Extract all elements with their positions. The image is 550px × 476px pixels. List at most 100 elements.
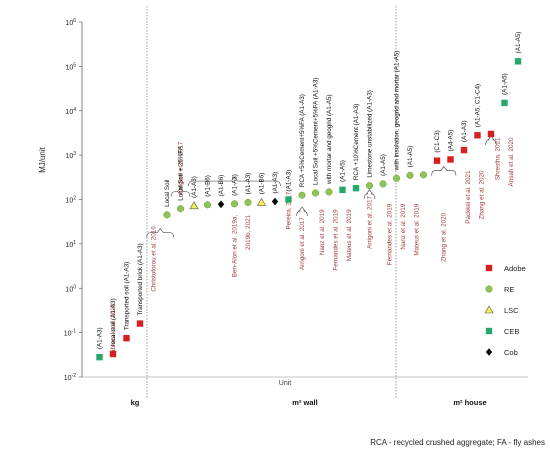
point-label: (A4-A5) bbox=[448, 130, 455, 152]
data-point-cob bbox=[217, 200, 225, 209]
point-label: Transported brick (A1-A3) bbox=[137, 243, 144, 315]
data-point-re bbox=[163, 211, 171, 219]
data-point-adobe bbox=[109, 350, 117, 358]
legend-marker-cob bbox=[485, 348, 493, 356]
point-label: (A1-A5) bbox=[502, 73, 509, 95]
reference-label: Nanz et al. 2019 bbox=[400, 203, 407, 249]
data-point-ceb bbox=[514, 58, 522, 65]
point-label: (A1-A3) bbox=[461, 120, 468, 142]
point-label: (A1-A5) bbox=[340, 160, 347, 182]
data-point-re bbox=[392, 174, 401, 182]
legend-marker-ceb bbox=[485, 327, 493, 335]
point-label: with mortar and geogrid (A1-A5) bbox=[326, 94, 333, 185]
y-tick-label: 10-1 bbox=[64, 329, 76, 338]
point-label: Local Soil bbox=[164, 180, 171, 207]
y-tick-label: 105 bbox=[65, 62, 76, 71]
bracket-arrigoni-2 bbox=[363, 189, 376, 199]
legend-marker-re bbox=[485, 285, 493, 293]
y-axis-title: MJ/unit bbox=[38, 146, 47, 173]
y-tick-label: 101 bbox=[65, 240, 76, 249]
data-point-ceb bbox=[285, 196, 292, 203]
data-point-re bbox=[379, 180, 387, 188]
y-tick-label: 102 bbox=[65, 196, 76, 205]
data-point-adobe bbox=[487, 130, 495, 138]
point-label: (A1-A5) bbox=[380, 154, 387, 176]
reference-label: Arrigoni et al. 2017 bbox=[299, 217, 306, 270]
reference-label: Arrigoni et al. 2017 bbox=[178, 141, 185, 194]
point-label: Local Soil +5%Cement+5%FA (A1-A3) bbox=[313, 78, 320, 185]
data-point-re bbox=[176, 205, 185, 213]
reference-label: 2019b, 2021 bbox=[245, 214, 252, 250]
point-label: (C1-C3) bbox=[434, 130, 441, 152]
data-point-adobe bbox=[447, 156, 454, 163]
reference-label: Zhang et al. 2020 bbox=[441, 212, 448, 262]
data-points bbox=[96, 58, 522, 361]
x-axis-title: Unit bbox=[279, 380, 292, 387]
data-point-re bbox=[298, 191, 306, 199]
reference-label: Mateus et al. 2019 bbox=[414, 203, 421, 255]
data-point-ceb bbox=[352, 184, 360, 192]
reference-label: Christoforou et al. 2016 bbox=[151, 226, 158, 292]
point-label: (A1-B6) bbox=[259, 173, 266, 195]
footnote: RCA - recycled crushed aggregate; FA - f… bbox=[370, 438, 545, 447]
point-label: (A1-B6) bbox=[205, 175, 212, 197]
point-label: (A1-A3) bbox=[286, 170, 293, 192]
category-m2-wall: m² wall bbox=[292, 398, 317, 407]
data-point-ceb bbox=[96, 353, 103, 361]
point-label: Transported soil (A1-A3) bbox=[124, 262, 131, 330]
point-label: (A1-A3) bbox=[245, 173, 252, 195]
point-label: with insulation, geogrid and mortar (A1-… bbox=[394, 51, 401, 172]
legend-label-cob: Cob bbox=[504, 348, 518, 357]
point-label: (A1-B6) bbox=[218, 175, 225, 197]
data-point-re bbox=[419, 171, 428, 179]
data-point-cob bbox=[271, 197, 279, 206]
bracket-arrigoni-wall bbox=[296, 206, 308, 217]
reference-label: Ben-Alon et al. 2019a, bbox=[232, 215, 239, 278]
reference-label: Mateus et al. 2019 bbox=[346, 209, 353, 261]
y-tick-label: 10-2 bbox=[64, 373, 76, 382]
legend-marker-adobe bbox=[485, 264, 493, 272]
point-label: Limestone unstabilized (A1-A3) bbox=[367, 90, 374, 178]
data-point-re bbox=[325, 188, 333, 196]
data-point-adobe bbox=[433, 157, 441, 164]
data-point-adobe bbox=[460, 146, 468, 154]
reference-label: Ansah et al. 2020 bbox=[508, 137, 515, 187]
point-label: Local Soil + 25%FA bbox=[178, 145, 185, 201]
point-label: (A1-A3) bbox=[97, 327, 104, 349]
legend-label-re: RE bbox=[504, 285, 514, 294]
legend-label-ceb: CEB bbox=[504, 327, 519, 336]
data-point-lsc bbox=[189, 201, 199, 210]
data-point-lsc bbox=[256, 197, 267, 206]
point-label: RCA +10%Cement (A1-A3) bbox=[353, 104, 360, 180]
data-point-adobe bbox=[474, 132, 481, 139]
bracket-zhang bbox=[431, 165, 457, 176]
bracket-christoforou bbox=[146, 227, 175, 238]
data-point-ceb bbox=[339, 186, 346, 194]
reference-labels: Cabrera et al. 2020 Christoforou et al. 2… bbox=[110, 137, 515, 358]
reference-label: Cabrera et al. 2020 bbox=[110, 303, 117, 357]
y-tick-label: 106 bbox=[65, 18, 76, 27]
data-point-ceb bbox=[501, 99, 508, 107]
category-m2-house: m² house bbox=[453, 398, 486, 407]
reference-label: Shrestha, 2021 bbox=[495, 137, 502, 180]
reference-label: Arrigoni et al. 2017 bbox=[367, 195, 374, 248]
point-label: (A1-A3) bbox=[191, 176, 198, 198]
point-label: RCA +5%Cement+5%FA (A1-A3) bbox=[299, 94, 306, 187]
category-kg: kg bbox=[131, 398, 140, 407]
plot-frame bbox=[81, 6, 528, 398]
bracket-arrigoni bbox=[170, 187, 191, 197]
point-label: (A1-A5, C1-C4) bbox=[475, 84, 482, 127]
y-tick-label: 103 bbox=[65, 151, 76, 160]
reference-label: Packkel et al. 2021 bbox=[465, 170, 472, 224]
point-label: (A1-A3) bbox=[272, 172, 279, 194]
data-point-re bbox=[230, 200, 239, 208]
point-label: (A1-A3) bbox=[232, 174, 239, 196]
reference-label: Fernandes et al. 2019 bbox=[333, 209, 340, 271]
point-label: (A1-A5) bbox=[515, 32, 522, 54]
data-point-re bbox=[311, 189, 320, 197]
legend: Adobe RE LSC CEB Cob bbox=[484, 264, 526, 357]
point-label: (A1-A5) bbox=[407, 146, 414, 168]
point-labels: (A1-A3) local soil (A1-A3) Transported soi… bbox=[97, 32, 523, 350]
data-point-re bbox=[406, 171, 414, 179]
